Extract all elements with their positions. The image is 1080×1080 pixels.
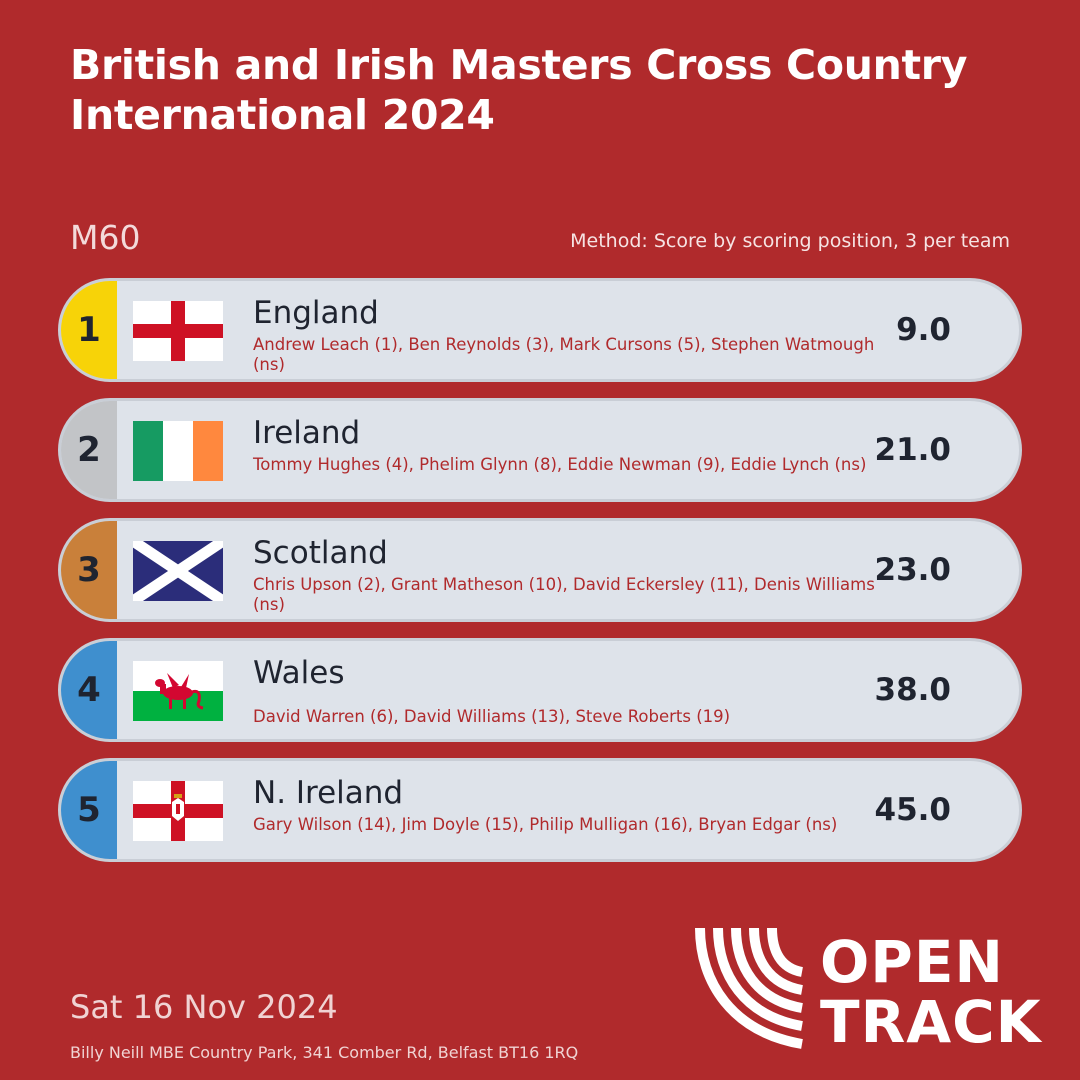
rank-badge: 5 xyxy=(61,761,117,859)
result-row-ireland: 2 Ireland Tommy Hughes (4), Phelim Glynn… xyxy=(58,398,1022,502)
england-flag-icon xyxy=(133,301,223,361)
logo-text-track: TRACK xyxy=(820,988,1043,1052)
age-category: M60 xyxy=(70,218,141,257)
rank-badge: 2 xyxy=(61,401,117,499)
team-score: 9.0 xyxy=(896,312,951,348)
rank-badge: 1 xyxy=(61,281,117,379)
scotland-flag-icon xyxy=(133,541,223,601)
team-score: 23.0 xyxy=(874,552,952,588)
team-score: 21.0 xyxy=(874,432,952,468)
rank-badge: 4 xyxy=(61,641,117,739)
page-title: British and Irish Masters Cross Country … xyxy=(70,41,968,139)
event-venue: Billy Neill MBE Country Park, 341 Comber… xyxy=(70,1043,579,1062)
result-row-northern-ireland: 5 N. Ireland Gary Wilson (14), Jim Doyle… xyxy=(58,758,1022,862)
runners-list: David Warren (6), David Williams (13), S… xyxy=(253,707,731,726)
wales-flag-icon xyxy=(133,661,223,721)
opentrack-logo-icon: OPEN TRACK xyxy=(695,927,1043,1052)
event-date: Sat 16 Nov 2024 xyxy=(70,988,338,1026)
team-name: N. Ireland xyxy=(253,775,404,811)
results-list: 1 England Andrew Leach (1), Ben Reynolds… xyxy=(58,278,1022,878)
logo-text-open: OPEN xyxy=(820,928,1004,996)
result-row-wales: 4 Wales David Warren (6), David Williams… xyxy=(58,638,1022,742)
team-score: 45.0 xyxy=(874,792,952,828)
team-name: Ireland xyxy=(253,415,361,451)
team-name: England xyxy=(253,295,379,331)
northern-ireland-flag-icon xyxy=(133,781,223,841)
result-row-scotland: 3 Scotland Chris Upson (2), Grant Mathes… xyxy=(58,518,1022,622)
scoring-method: Method: Score by scoring position, 3 per… xyxy=(570,230,1010,252)
ireland-flag-icon xyxy=(133,421,223,481)
team-name: Wales xyxy=(253,655,345,691)
result-row-england: 1 England Andrew Leach (1), Ben Reynolds… xyxy=(58,278,1022,382)
rank-badge: 3 xyxy=(61,521,117,619)
team-score: 38.0 xyxy=(874,672,952,708)
runners-list: Gary Wilson (14), Jim Doyle (15), Philip… xyxy=(253,815,838,834)
runners-list: Andrew Leach (1), Ben Reynolds (3), Mark… xyxy=(253,335,875,374)
team-name: Scotland xyxy=(253,535,388,571)
runners-list: Tommy Hughes (4), Phelim Glynn (8), Eddi… xyxy=(253,455,867,474)
runners-list: Chris Upson (2), Grant Matheson (10), Da… xyxy=(253,575,875,614)
